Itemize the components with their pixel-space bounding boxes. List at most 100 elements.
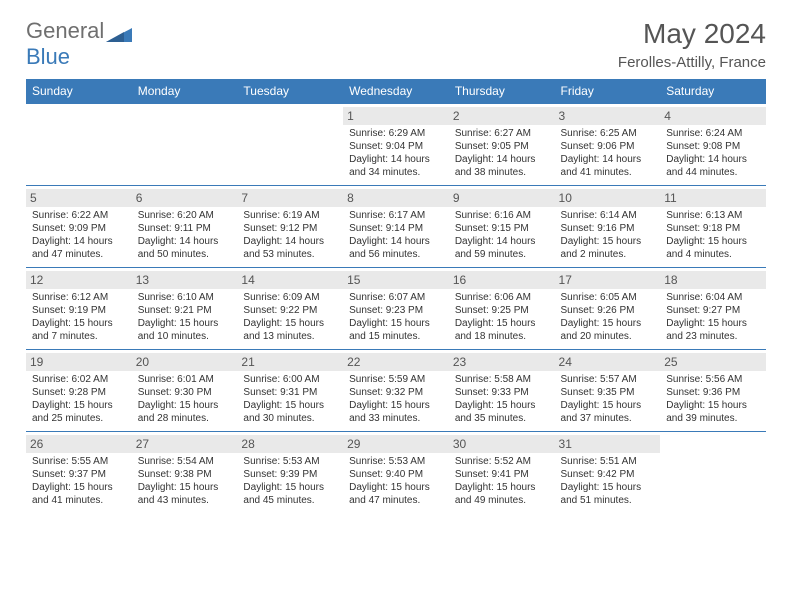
sunset-line: Sunset: 9:16 PM — [561, 222, 655, 235]
daylight-line: and 4 minutes. — [666, 248, 760, 261]
daylight-line: Daylight: 15 hours — [561, 317, 655, 330]
sunset-line: Sunset: 9:12 PM — [243, 222, 337, 235]
day-details: Sunrise: 6:10 AMSunset: 9:21 PMDaylight:… — [138, 289, 232, 343]
calendar-day-cell: 14Sunrise: 6:09 AMSunset: 9:22 PMDayligh… — [237, 268, 343, 350]
day-number: 31 — [555, 435, 661, 453]
day-details: Sunrise: 6:00 AMSunset: 9:31 PMDaylight:… — [243, 371, 337, 425]
day-number: 20 — [132, 353, 238, 371]
daylight-line: and 37 minutes. — [561, 412, 655, 425]
brand-word1: General — [26, 18, 104, 44]
daylight-line: Daylight: 15 hours — [243, 317, 337, 330]
calendar-day-cell: 15Sunrise: 6:07 AMSunset: 9:23 PMDayligh… — [343, 268, 449, 350]
day-number: 27 — [132, 435, 238, 453]
sunrise-line: Sunrise: 6:05 AM — [561, 291, 655, 304]
weekday-header: Tuesday — [237, 79, 343, 104]
sunrise-line: Sunrise: 6:29 AM — [349, 127, 443, 140]
weekday-header: Sunday — [26, 79, 132, 104]
daylight-line: and 50 minutes. — [138, 248, 232, 261]
day-number: 12 — [26, 271, 132, 289]
sunrise-line: Sunrise: 6:01 AM — [138, 373, 232, 386]
daylight-line: and 47 minutes. — [349, 494, 443, 507]
day-details: Sunrise: 6:24 AMSunset: 9:08 PMDaylight:… — [666, 125, 760, 179]
calendar-day-cell: 9Sunrise: 6:16 AMSunset: 9:15 PMDaylight… — [449, 186, 555, 268]
sunrise-line: Sunrise: 6:06 AM — [455, 291, 549, 304]
calendar-week-row: 19Sunrise: 6:02 AMSunset: 9:28 PMDayligh… — [26, 350, 766, 432]
location-label: Ferolles-Attilly, France — [618, 54, 766, 71]
daylight-line: Daylight: 14 hours — [455, 235, 549, 248]
sunrise-line: Sunrise: 6:12 AM — [32, 291, 126, 304]
day-details: Sunrise: 6:29 AMSunset: 9:04 PMDaylight:… — [349, 125, 443, 179]
daylight-line: and 56 minutes. — [349, 248, 443, 261]
daylight-line: Daylight: 15 hours — [561, 399, 655, 412]
day-number: 15 — [343, 271, 449, 289]
daylight-line: Daylight: 15 hours — [561, 235, 655, 248]
calendar-week-row: 12Sunrise: 6:12 AMSunset: 9:19 PMDayligh… — [26, 268, 766, 350]
day-number: 11 — [660, 189, 766, 207]
sunrise-line: Sunrise: 6:25 AM — [561, 127, 655, 140]
daylight-line: Daylight: 14 hours — [349, 235, 443, 248]
daylight-line: and 28 minutes. — [138, 412, 232, 425]
day-number: 26 — [26, 435, 132, 453]
sunset-line: Sunset: 9:28 PM — [32, 386, 126, 399]
calendar-day-cell — [237, 104, 343, 186]
daylight-line: Daylight: 15 hours — [243, 481, 337, 494]
day-number: 6 — [132, 189, 238, 207]
daylight-line: and 49 minutes. — [455, 494, 549, 507]
day-details: Sunrise: 5:53 AMSunset: 9:39 PMDaylight:… — [243, 453, 337, 507]
sunrise-line: Sunrise: 5:55 AM — [32, 455, 126, 468]
calendar-day-cell: 19Sunrise: 6:02 AMSunset: 9:28 PMDayligh… — [26, 350, 132, 432]
calendar-day-cell: 24Sunrise: 5:57 AMSunset: 9:35 PMDayligh… — [555, 350, 661, 432]
calendar-day-cell: 28Sunrise: 5:53 AMSunset: 9:39 PMDayligh… — [237, 432, 343, 514]
sunrise-line: Sunrise: 6:10 AM — [138, 291, 232, 304]
day-details: Sunrise: 5:51 AMSunset: 9:42 PMDaylight:… — [561, 453, 655, 507]
calendar-day-cell: 7Sunrise: 6:19 AMSunset: 9:12 PMDaylight… — [237, 186, 343, 268]
weekday-header: Saturday — [660, 79, 766, 104]
daylight-line: and 30 minutes. — [243, 412, 337, 425]
sunset-line: Sunset: 9:41 PM — [455, 468, 549, 481]
daylight-line: Daylight: 14 hours — [32, 235, 126, 248]
day-number: 9 — [449, 189, 555, 207]
calendar-day-cell — [26, 104, 132, 186]
daylight-line: Daylight: 15 hours — [561, 481, 655, 494]
day-number: 10 — [555, 189, 661, 207]
daylight-line: and 47 minutes. — [32, 248, 126, 261]
sunrise-line: Sunrise: 5:56 AM — [666, 373, 760, 386]
calendar-day-cell: 12Sunrise: 6:12 AMSunset: 9:19 PMDayligh… — [26, 268, 132, 350]
day-number: 30 — [449, 435, 555, 453]
calendar-day-cell: 8Sunrise: 6:17 AMSunset: 9:14 PMDaylight… — [343, 186, 449, 268]
calendar-day-cell: 21Sunrise: 6:00 AMSunset: 9:31 PMDayligh… — [237, 350, 343, 432]
daylight-line: and 43 minutes. — [138, 494, 232, 507]
calendar-week-row: 1Sunrise: 6:29 AMSunset: 9:04 PMDaylight… — [26, 104, 766, 186]
day-details: Sunrise: 6:07 AMSunset: 9:23 PMDaylight:… — [349, 289, 443, 343]
calendar-day-cell — [660, 432, 766, 514]
calendar-day-cell: 1Sunrise: 6:29 AMSunset: 9:04 PMDaylight… — [343, 104, 449, 186]
day-number: 25 — [660, 353, 766, 371]
calendar-day-cell: 10Sunrise: 6:14 AMSunset: 9:16 PMDayligh… — [555, 186, 661, 268]
day-number: 22 — [343, 353, 449, 371]
day-details: Sunrise: 5:58 AMSunset: 9:33 PMDaylight:… — [455, 371, 549, 425]
day-number: 24 — [555, 353, 661, 371]
sunset-line: Sunset: 9:18 PM — [666, 222, 760, 235]
sunset-line: Sunset: 9:06 PM — [561, 140, 655, 153]
sunrise-line: Sunrise: 5:57 AM — [561, 373, 655, 386]
sunrise-line: Sunrise: 5:53 AM — [349, 455, 443, 468]
day-number: 8 — [343, 189, 449, 207]
calendar-day-cell: 25Sunrise: 5:56 AMSunset: 9:36 PMDayligh… — [660, 350, 766, 432]
sunrise-line: Sunrise: 5:58 AM — [455, 373, 549, 386]
daylight-line: and 44 minutes. — [666, 166, 760, 179]
sunset-line: Sunset: 9:09 PM — [32, 222, 126, 235]
calendar-day-cell: 4Sunrise: 6:24 AMSunset: 9:08 PMDaylight… — [660, 104, 766, 186]
brand-logo: GeneralBlue — [26, 18, 132, 70]
calendar-day-cell: 30Sunrise: 5:52 AMSunset: 9:41 PMDayligh… — [449, 432, 555, 514]
sunset-line: Sunset: 9:32 PM — [349, 386, 443, 399]
brand-triangle-icon — [106, 22, 132, 40]
sunset-line: Sunset: 9:33 PM — [455, 386, 549, 399]
weekday-header: Monday — [132, 79, 238, 104]
sunrise-line: Sunrise: 6:13 AM — [666, 209, 760, 222]
calendar-day-cell — [132, 104, 238, 186]
day-number: 7 — [237, 189, 343, 207]
daylight-line: Daylight: 15 hours — [349, 481, 443, 494]
sunrise-line: Sunrise: 6:09 AM — [243, 291, 337, 304]
sunrise-line: Sunrise: 6:27 AM — [455, 127, 549, 140]
daylight-line: Daylight: 14 hours — [561, 153, 655, 166]
